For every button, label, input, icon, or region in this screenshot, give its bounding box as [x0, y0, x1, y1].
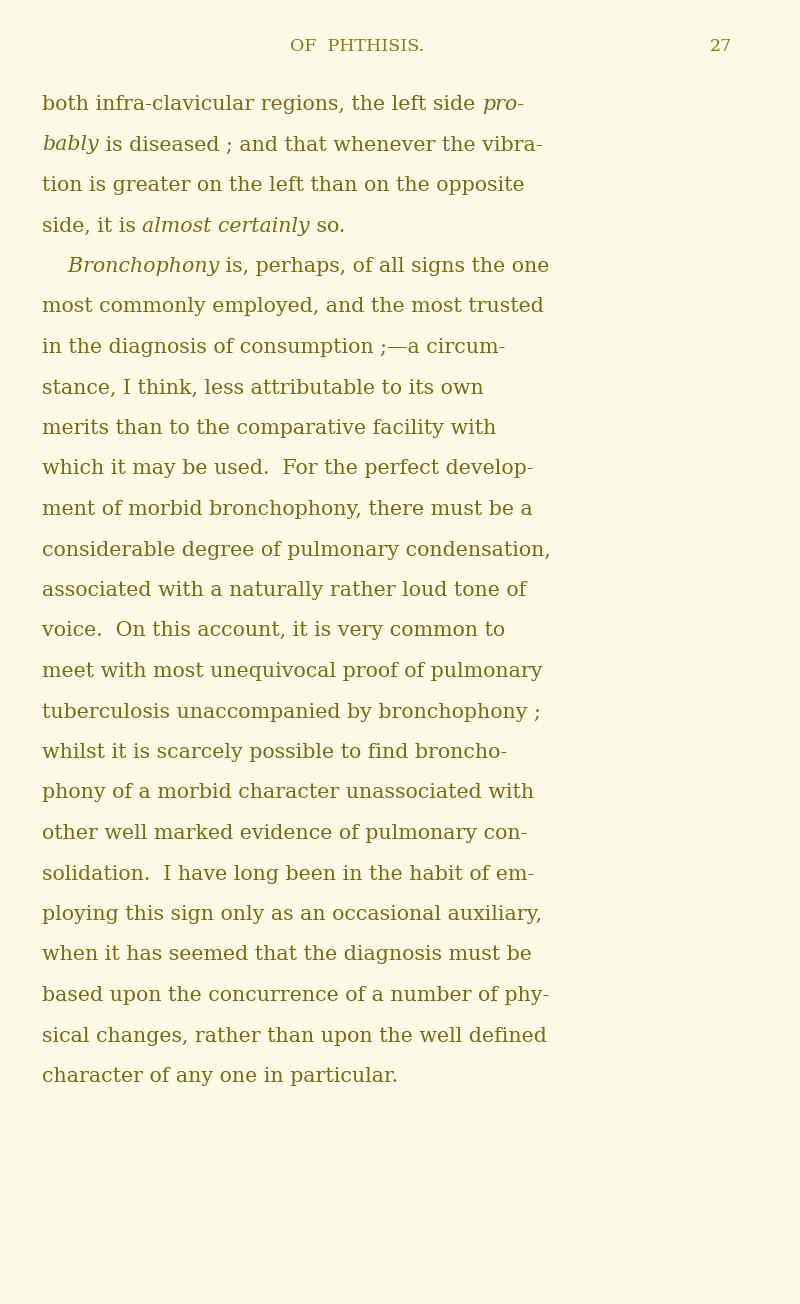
Text: side, it is: side, it is	[42, 216, 142, 236]
Text: pro-: pro-	[482, 95, 524, 113]
Text: most commonly employed, and the most trusted: most commonly employed, and the most tru…	[42, 297, 544, 317]
Text: ploying this sign only as an occasional auxiliary,: ploying this sign only as an occasional …	[42, 905, 542, 925]
Text: associated with a naturally rather loud tone of: associated with a naturally rather loud …	[42, 582, 526, 600]
Text: tuberculosis unaccompanied by bronchophony ;: tuberculosis unaccompanied by bronchopho…	[42, 703, 541, 721]
Text: both infra-clavicular regions, the left side: both infra-clavicular regions, the left …	[42, 95, 482, 113]
Text: is, perhaps, of all signs the one: is, perhaps, of all signs the one	[219, 257, 550, 276]
Text: tion is greater on the left than on the opposite: tion is greater on the left than on the …	[42, 176, 525, 196]
Text: is diseased ; and that whenever the vibra-: is diseased ; and that whenever the vibr…	[98, 136, 542, 154]
Text: sical changes, rather than upon the well defined: sical changes, rather than upon the well…	[42, 1026, 547, 1046]
Text: solidation.  I have long been in the habit of em-: solidation. I have long been in the habi…	[42, 865, 534, 884]
Text: phony of a morbid character unassociated with: phony of a morbid character unassociated…	[42, 784, 534, 802]
Text: whilst it is scarcely possible to find broncho-: whilst it is scarcely possible to find b…	[42, 743, 507, 762]
Text: OF  PHTHISIS.: OF PHTHISIS.	[290, 38, 424, 55]
Text: bably: bably	[42, 136, 98, 154]
Text: merits than to the comparative facility with: merits than to the comparative facility …	[42, 419, 496, 438]
Text: Bronchophony: Bronchophony	[42, 257, 219, 276]
Text: so.: so.	[310, 216, 346, 236]
Text: ment of morbid bronchophony, there must be a: ment of morbid bronchophony, there must …	[42, 499, 533, 519]
Text: voice.  On this account, it is very common to: voice. On this account, it is very commo…	[42, 622, 505, 640]
Text: based upon the concurrence of a number of phy-: based upon the concurrence of a number o…	[42, 986, 550, 1005]
Text: when it has seemed that the diagnosis must be: when it has seemed that the diagnosis mu…	[42, 945, 532, 965]
Text: character of any one in particular.: character of any one in particular.	[42, 1067, 398, 1086]
Text: other well marked evidence of pulmonary con-: other well marked evidence of pulmonary …	[42, 824, 527, 842]
Text: almost certainly: almost certainly	[142, 216, 310, 236]
Text: which it may be used.  For the perfect develop-: which it may be used. For the perfect de…	[42, 459, 534, 479]
Text: stance, I think, less attributable to its own: stance, I think, less attributable to it…	[42, 378, 484, 398]
Text: in the diagnosis of consumption ;—a circum-: in the diagnosis of consumption ;—a circ…	[42, 338, 506, 357]
Text: meet with most unequivocal proof of pulmonary: meet with most unequivocal proof of pulm…	[42, 662, 542, 681]
Text: 27: 27	[710, 38, 732, 55]
Text: considerable degree of pulmonary condensation,: considerable degree of pulmonary condens…	[42, 540, 550, 559]
